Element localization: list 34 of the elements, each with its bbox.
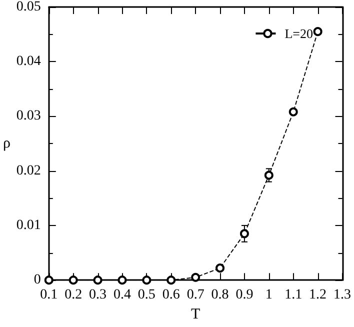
y-tick-label: 0.02 <box>16 163 41 178</box>
point <box>118 276 127 285</box>
point <box>44 276 54 285</box>
x-tick-label: 0.5 <box>138 288 156 303</box>
x-tick-label: 0.2 <box>64 288 82 303</box>
y-tick-label: 0.04 <box>16 54 41 70</box>
x-tick-label: 0.3 <box>89 288 107 303</box>
point <box>313 27 322 36</box>
x-tick-label: 0.4 <box>113 288 131 303</box>
x-tick-label: 1 <box>265 288 272 303</box>
point <box>264 170 274 180</box>
x-axis-title: T <box>190 306 200 322</box>
y-tick-label: 0.05 <box>16 0 41 14</box>
y-axis-title: ρ <box>2 136 10 152</box>
x-tick-label: 0.1 <box>40 288 58 303</box>
point <box>93 276 102 285</box>
point <box>68 276 78 285</box>
point <box>142 276 152 285</box>
x-tick-label: 0.9 <box>236 288 254 303</box>
x-tick-label: 1.2 <box>309 288 327 303</box>
point <box>166 276 176 285</box>
point <box>288 107 298 116</box>
x-tick-label: 1.1 <box>284 288 302 303</box>
x-tick-label: 1.3 <box>334 288 351 303</box>
y-tick-label: 0.03 <box>16 108 41 124</box>
point <box>191 272 200 282</box>
x-tick-label: 0.8 <box>211 288 229 303</box>
y-tick-label: 0.01 <box>16 218 41 233</box>
point <box>240 229 249 238</box>
point <box>216 264 225 273</box>
legend-label: L=20 <box>284 26 314 41</box>
x-tick-label: 0.7 <box>186 288 204 303</box>
x-tick-label: 0.6 <box>162 288 180 303</box>
y-tick-label: 0 <box>34 272 41 288</box>
